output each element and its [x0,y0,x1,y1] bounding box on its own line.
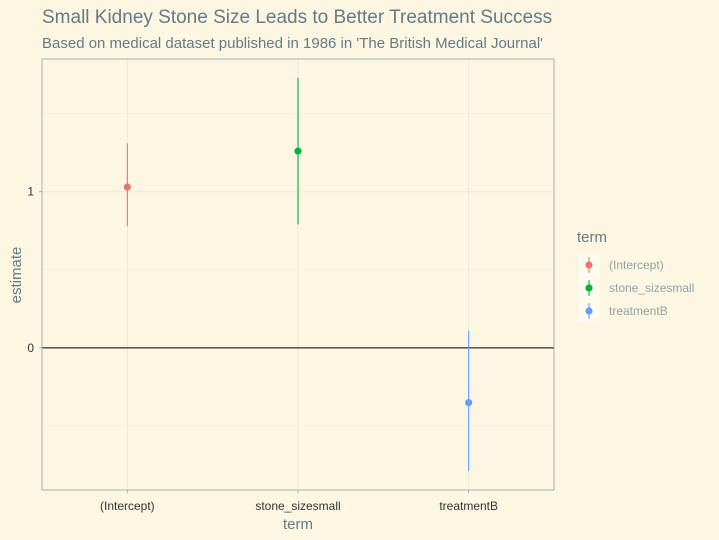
legend-entry: (Intercept) [578,254,664,276]
x-ticks-layer: (Intercept) stone_sizesmall treatmentB [100,490,498,513]
legend-key-point [585,284,593,292]
chart-title: Small Kidney Stone Size Leads to Better … [42,7,552,28]
legend-entry: treatmentB [578,300,668,322]
y-tick-label: 0 [27,341,34,355]
legend-entries: (Intercept) stone_sizesmall treatmentB [578,254,694,322]
legend-entry: stone_sizesmall [578,277,694,299]
point--intercept- [123,183,131,191]
legend-key-point [585,307,593,315]
x-tick-label: stone_sizesmall [255,499,340,513]
point-stone-sizesmall [294,147,302,155]
point-treatmentb [465,398,473,407]
x-tick-label: treatmentB [439,499,498,513]
x-axis-title: term [283,516,313,533]
x-tick-label: (Intercept) [100,499,155,513]
marks-layer [123,77,473,472]
legend-label: (Intercept) [609,258,664,272]
legend-label: stone_sizesmall [609,281,694,295]
legend-label: treatmentB [609,304,668,318]
y-ticks-layer: 01 [27,185,42,355]
y-tick-label: 1 [27,185,34,199]
y-axis-title: estimate [8,247,25,304]
legend-title: term [577,229,607,246]
legend: term (Intercept) stone_sizesmall treatment… [577,229,694,322]
legend-key-point [585,261,593,269]
chart-subtitle: Based on medical dataset published in 19… [42,35,543,52]
